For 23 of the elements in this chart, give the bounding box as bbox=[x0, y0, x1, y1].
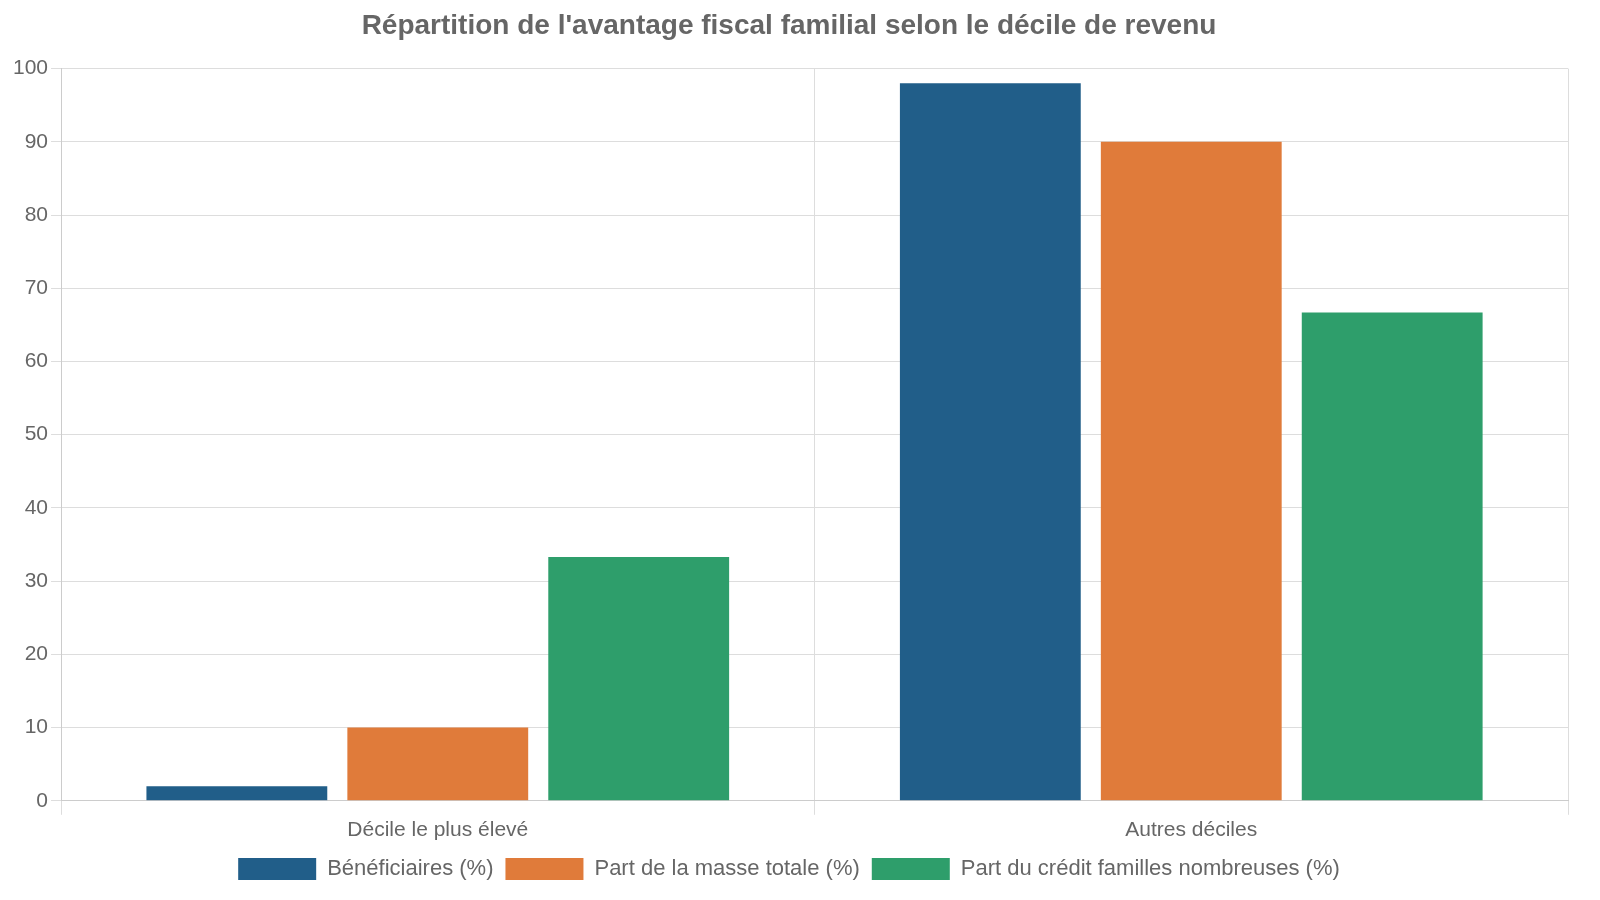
bar bbox=[899, 83, 1081, 801]
y-tick-label: 40 bbox=[24, 494, 49, 518]
legend-label: Part du crédit familles nombreuses (%) bbox=[960, 855, 1340, 881]
bar bbox=[1301, 312, 1483, 801]
y-tick-label: 60 bbox=[24, 348, 49, 372]
y-tick-label: 90 bbox=[24, 128, 49, 152]
x-tick-label: Autres déciles bbox=[1125, 817, 1258, 841]
bar bbox=[548, 556, 730, 801]
bar bbox=[146, 786, 328, 801]
legend-label: Bénéficiaires (%) bbox=[327, 855, 494, 881]
chart-title: Répartition de l'avantage fiscal familial selon le décile de revenu bbox=[361, 8, 1217, 40]
y-tick-label: 10 bbox=[24, 714, 49, 738]
x-tick-label: Décile le plus élevé bbox=[347, 817, 529, 841]
y-tick-label: 50 bbox=[24, 421, 49, 445]
bar bbox=[1100, 141, 1282, 801]
y-tick-label: 70 bbox=[24, 275, 49, 299]
y-tick-label: 30 bbox=[24, 567, 49, 591]
y-tick-label: 100 bbox=[12, 55, 49, 79]
y-tick-label: 20 bbox=[24, 641, 49, 665]
bar bbox=[347, 727, 529, 801]
legend-label: Part de la masse totale (%) bbox=[594, 855, 860, 881]
y-tick-label: 0 bbox=[36, 787, 49, 811]
y-tick-label: 80 bbox=[24, 201, 49, 225]
